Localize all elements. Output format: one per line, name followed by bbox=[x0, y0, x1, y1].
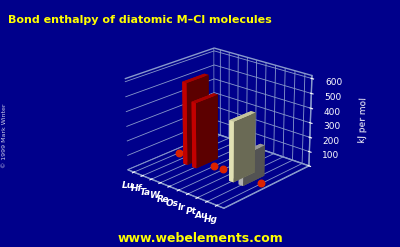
Text: www.webelements.com: www.webelements.com bbox=[117, 232, 283, 245]
Text: © 1999 Mark Winter: © 1999 Mark Winter bbox=[2, 103, 7, 168]
Text: Bond enthalpy of diatomic M–Cl molecules: Bond enthalpy of diatomic M–Cl molecules bbox=[8, 15, 272, 25]
